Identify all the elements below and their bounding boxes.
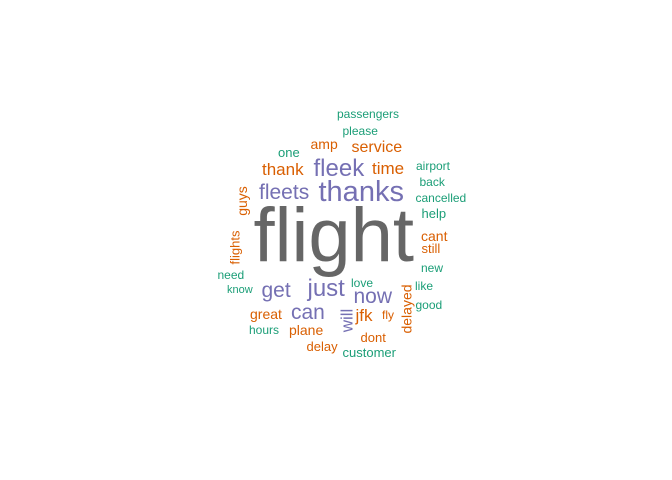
word-like: like bbox=[415, 279, 434, 293]
word-plane: plane bbox=[289, 322, 324, 338]
word-cancelled: cancelled bbox=[415, 191, 467, 205]
word-passengers: passengers bbox=[337, 107, 400, 121]
word-thanks: thanks bbox=[318, 175, 404, 208]
word-amp: amp bbox=[310, 136, 338, 152]
word-just: just bbox=[307, 275, 345, 302]
word-great: great bbox=[250, 306, 282, 322]
word-can: can bbox=[291, 300, 325, 324]
word-flights: flights bbox=[227, 230, 243, 264]
word-fleek: fleek bbox=[313, 155, 365, 182]
word-please: please bbox=[342, 124, 378, 138]
word-now: now bbox=[353, 284, 393, 308]
word-delayed: delayed bbox=[398, 284, 415, 334]
word-love: love bbox=[351, 276, 374, 290]
word-still: still bbox=[421, 240, 441, 256]
word-guys: guys bbox=[233, 186, 250, 216]
word-get: get bbox=[261, 278, 291, 302]
word-back: back bbox=[419, 175, 445, 189]
word-jfk: jfk bbox=[355, 305, 373, 325]
word-good: good bbox=[415, 298, 443, 312]
word-airport: airport bbox=[416, 159, 451, 173]
word-help: help bbox=[421, 205, 447, 221]
word-need: need bbox=[217, 268, 245, 282]
word-time: time bbox=[372, 158, 405, 178]
word-dont: dont bbox=[360, 329, 386, 345]
word-one: one bbox=[278, 144, 300, 160]
word-hours: hours bbox=[249, 323, 280, 337]
word-fly: fly bbox=[382, 308, 394, 322]
word-delay: delay bbox=[306, 338, 338, 354]
word-service: service bbox=[351, 139, 403, 156]
word-customer: customer bbox=[342, 344, 396, 360]
word-will: will bbox=[337, 308, 357, 332]
word-fleets: fleets bbox=[259, 180, 310, 204]
word-flight: flight bbox=[253, 193, 415, 278]
word-thank: thank bbox=[262, 159, 304, 179]
word-know: know bbox=[227, 283, 253, 296]
word-new: new bbox=[421, 261, 444, 275]
word-cant: cant bbox=[421, 228, 448, 244]
